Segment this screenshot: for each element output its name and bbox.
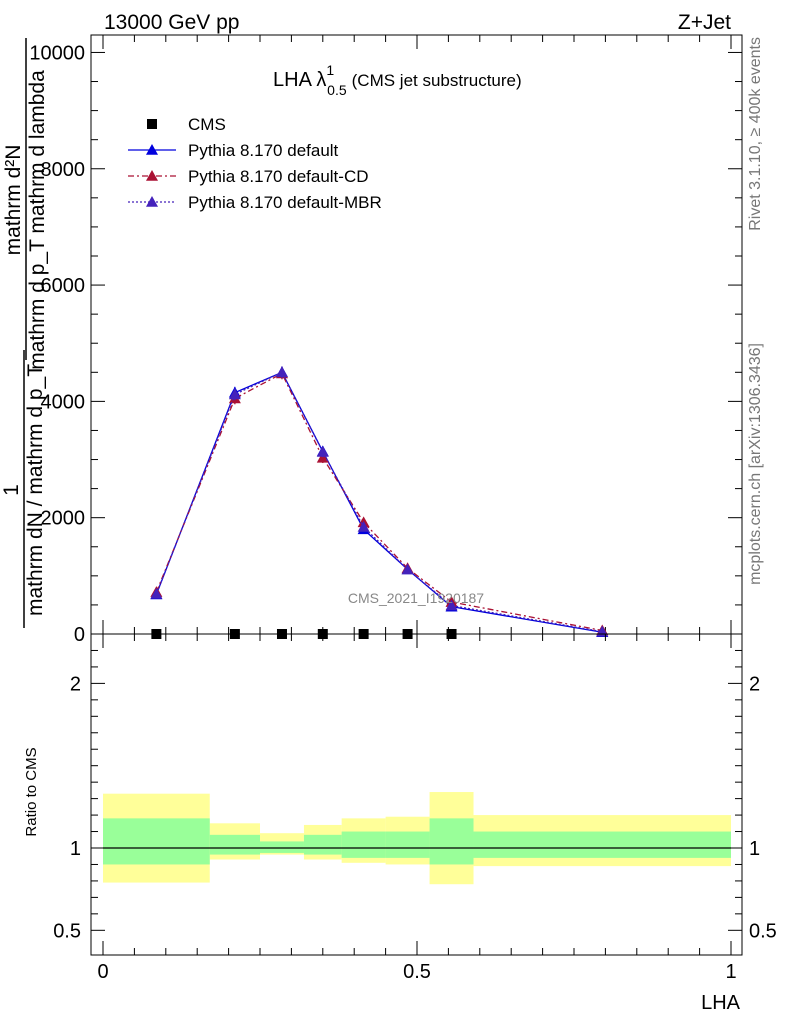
ylabel-denom-top: mathrm d p_T mathrm d lambda bbox=[26, 70, 49, 370]
header-right: Z+Jet bbox=[678, 11, 731, 34]
legend-label: Pythia 8.170 default-CD bbox=[188, 167, 369, 186]
ratio-band-inner bbox=[303, 834, 342, 855]
y-tick-label: 6000 bbox=[41, 275, 86, 297]
title-sub: 0.5 bbox=[327, 82, 347, 98]
rivet-label: Rivet 3.1.10, ≥ 400k events bbox=[747, 37, 764, 231]
legend-marker bbox=[146, 196, 158, 207]
title-main: LHA λ bbox=[273, 69, 326, 91]
series-point bbox=[316, 445, 329, 457]
x-axis-label: LHA bbox=[701, 992, 741, 1014]
legend-item: Pythia 8.170 default bbox=[128, 141, 339, 160]
legend-label: CMS bbox=[188, 115, 226, 134]
ratio-band-inner bbox=[209, 834, 260, 855]
ratio-y-tick-label: 1 bbox=[70, 838, 81, 860]
header-left: 13000 GeV pp bbox=[104, 11, 239, 34]
series-point bbox=[401, 563, 414, 575]
ratio-band-inner bbox=[341, 831, 386, 858]
series-point bbox=[275, 366, 288, 378]
ratio-band-inner bbox=[429, 818, 474, 865]
ratio-y-tick-label: 0.5 bbox=[53, 920, 81, 942]
ratio-band-inner bbox=[103, 818, 210, 865]
main-panel: 0 2000 4000 6000 8000 10000 bbox=[29, 34, 743, 646]
series-line bbox=[155, 372, 603, 632]
ylabel-one: 1 bbox=[0, 484, 23, 496]
title-suffix: (CMS jet substructure) bbox=[352, 71, 522, 90]
ratio-y-tick-label-right: 0.5 bbox=[749, 920, 777, 942]
main-y-axis-label: mathrm d²N mathrm d p_T mathrm d lambdama… bbox=[0, 38, 49, 628]
y-tick-label: 2000 bbox=[41, 508, 86, 530]
y-tick-label: 4000 bbox=[41, 391, 86, 413]
legend: CMS Pythia 8.170 default Pythia 8.170 defa… bbox=[128, 115, 382, 212]
legend-marker bbox=[146, 170, 158, 181]
ratio-panel: 0.5 0.5 1 1 2 2 0 0.5 1 bbox=[53, 633, 777, 983]
ratio-band-inner bbox=[385, 831, 430, 858]
ratio-band-inner bbox=[473, 831, 731, 858]
legend-item: Pythia 8.170 default-CD bbox=[128, 167, 369, 186]
y-tick-label: 8000 bbox=[41, 159, 86, 181]
legend-item: CMS bbox=[147, 115, 226, 134]
watermark: CMS_2021_I1920187 bbox=[348, 590, 484, 606]
ratio-y-tick-label-right: 2 bbox=[749, 673, 760, 695]
svg-text:LHA λ10.5(CMS jet substructure: LHA λ1 0.5 (CMS jet substructure) bbox=[273, 62, 522, 98]
series-point bbox=[357, 520, 370, 532]
x-tick-label: 1 bbox=[725, 961, 736, 983]
y-tick-label: 10000 bbox=[29, 42, 85, 64]
legend-item: Pythia 8.170 default-MBR bbox=[128, 193, 382, 212]
ylabel-numer-top: mathrm d²N bbox=[2, 145, 25, 256]
ratio-y-axis-label: Ratio to CMS bbox=[23, 747, 40, 836]
series-point bbox=[445, 599, 458, 611]
x-tick-label: 0 bbox=[97, 961, 108, 983]
mcplots-label: mcplots.cern.ch [arXiv:1306.3436] bbox=[747, 343, 764, 585]
legend-label: Pythia 8.170 default bbox=[188, 141, 339, 160]
ylabel-denom-bottom: mathrm dN / mathrm d p_T bbox=[24, 364, 47, 616]
title-sup: 1 bbox=[326, 62, 334, 78]
legend-marker bbox=[147, 119, 157, 129]
legend-marker bbox=[146, 144, 158, 155]
ratio-y-tick-label: 2 bbox=[70, 673, 81, 695]
y-tick-label: 0 bbox=[74, 624, 85, 646]
ratio-band-inner bbox=[260, 841, 304, 853]
series-point bbox=[150, 587, 163, 599]
series-line bbox=[155, 371, 603, 633]
legend-label: Pythia 8.170 default-MBR bbox=[188, 193, 382, 212]
plot-title: LHA λ1 0.5 (CMS jet substructure) bbox=[273, 62, 522, 98]
ratio-y-tick-label-right: 1 bbox=[749, 838, 760, 860]
x-tick-label: 0.5 bbox=[403, 961, 431, 983]
series-point bbox=[228, 388, 241, 400]
